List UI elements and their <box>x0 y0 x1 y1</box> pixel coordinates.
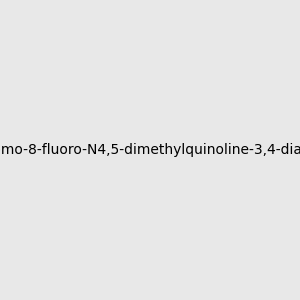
Text: 6-Bromo-8-fluoro-N4,5-dimethylquinoline-3,4-diamine: 6-Bromo-8-fluoro-N4,5-dimethylquinoline-… <box>0 143 300 157</box>
